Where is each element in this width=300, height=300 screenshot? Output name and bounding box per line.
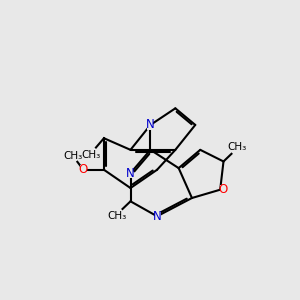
Text: CH₃: CH₃ — [228, 142, 247, 152]
Text: CH₃: CH₃ — [82, 150, 101, 160]
Text: O: O — [79, 163, 88, 176]
Bar — [155, 212, 161, 221]
Text: N: N — [125, 167, 134, 180]
Text: O: O — [218, 183, 227, 196]
Text: CH₃: CH₃ — [64, 151, 83, 161]
Text: N: N — [153, 210, 162, 223]
Text: N: N — [146, 118, 155, 131]
Bar — [220, 185, 226, 194]
Bar — [147, 120, 153, 130]
Text: CH₃: CH₃ — [107, 211, 126, 221]
Bar — [80, 165, 87, 174]
Bar — [127, 168, 133, 178]
